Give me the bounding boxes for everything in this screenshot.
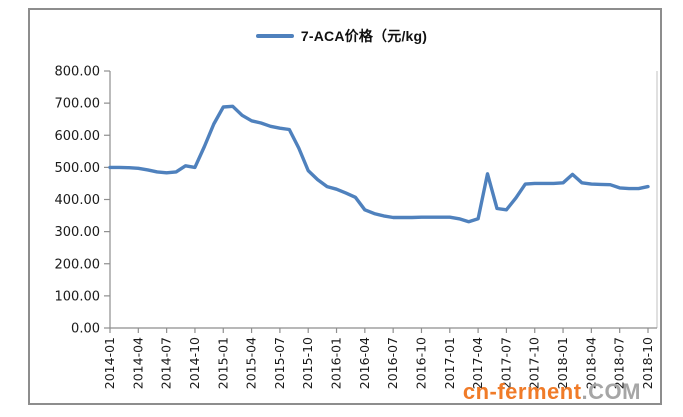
x-tick-label: 2014-07 [159,337,174,389]
x-tick-label: 2014-04 [130,337,145,389]
x-tick-label: 2016-01 [329,337,344,389]
x-tick-label: 2016-10 [413,337,428,389]
x-tick-label: 2017-10 [527,337,542,389]
y-tick-label: 500.00 [55,161,101,176]
y-tick-label: 200.00 [55,257,101,272]
x-tick-label: 2018-04 [583,337,598,389]
x-tick-label: 2017-04 [470,337,485,389]
watermark: cn-ferment.COM [463,379,641,405]
x-tick-label: 2015-10 [300,337,315,389]
x-tick-label: 2018-10 [640,337,655,389]
x-tick-label: 2014-10 [187,337,202,389]
x-tick-label: 2016-04 [357,337,372,389]
x-tick-label: 2017-01 [442,337,457,389]
legend: 7-ACA价格（元/kg) [0,26,683,46]
x-tick-label: 2014-01 [102,337,117,389]
y-tick-label: 0.00 [71,322,100,337]
x-tick-label: 2018-01 [555,337,570,389]
y-tick-label: 800.00 [55,65,101,80]
y-tick-label: 400.00 [55,193,101,208]
y-tick-label: 100.00 [55,289,101,304]
y-tick-label: 300.00 [55,225,101,240]
y-tick-label: 600.00 [55,129,101,144]
legend-series-label: 7-ACA价格（元/kg) [300,28,428,44]
x-tick-label: 2017-07 [498,337,513,389]
y-tick-label: 700.00 [55,97,101,112]
watermark-site: cn-ferment [462,379,582,404]
x-tick-label: 2015-04 [244,337,259,389]
x-tick-label: 2015-01 [215,337,230,389]
legend-line-swatch [255,34,294,38]
chart-frame [28,8,662,405]
x-tick-label: 2016-07 [385,337,400,389]
x-tick-label: 2015-07 [272,337,287,389]
watermark-tld: .COM [581,379,641,404]
x-tick-label: 2018-07 [612,337,627,389]
price-line [108,104,650,224]
